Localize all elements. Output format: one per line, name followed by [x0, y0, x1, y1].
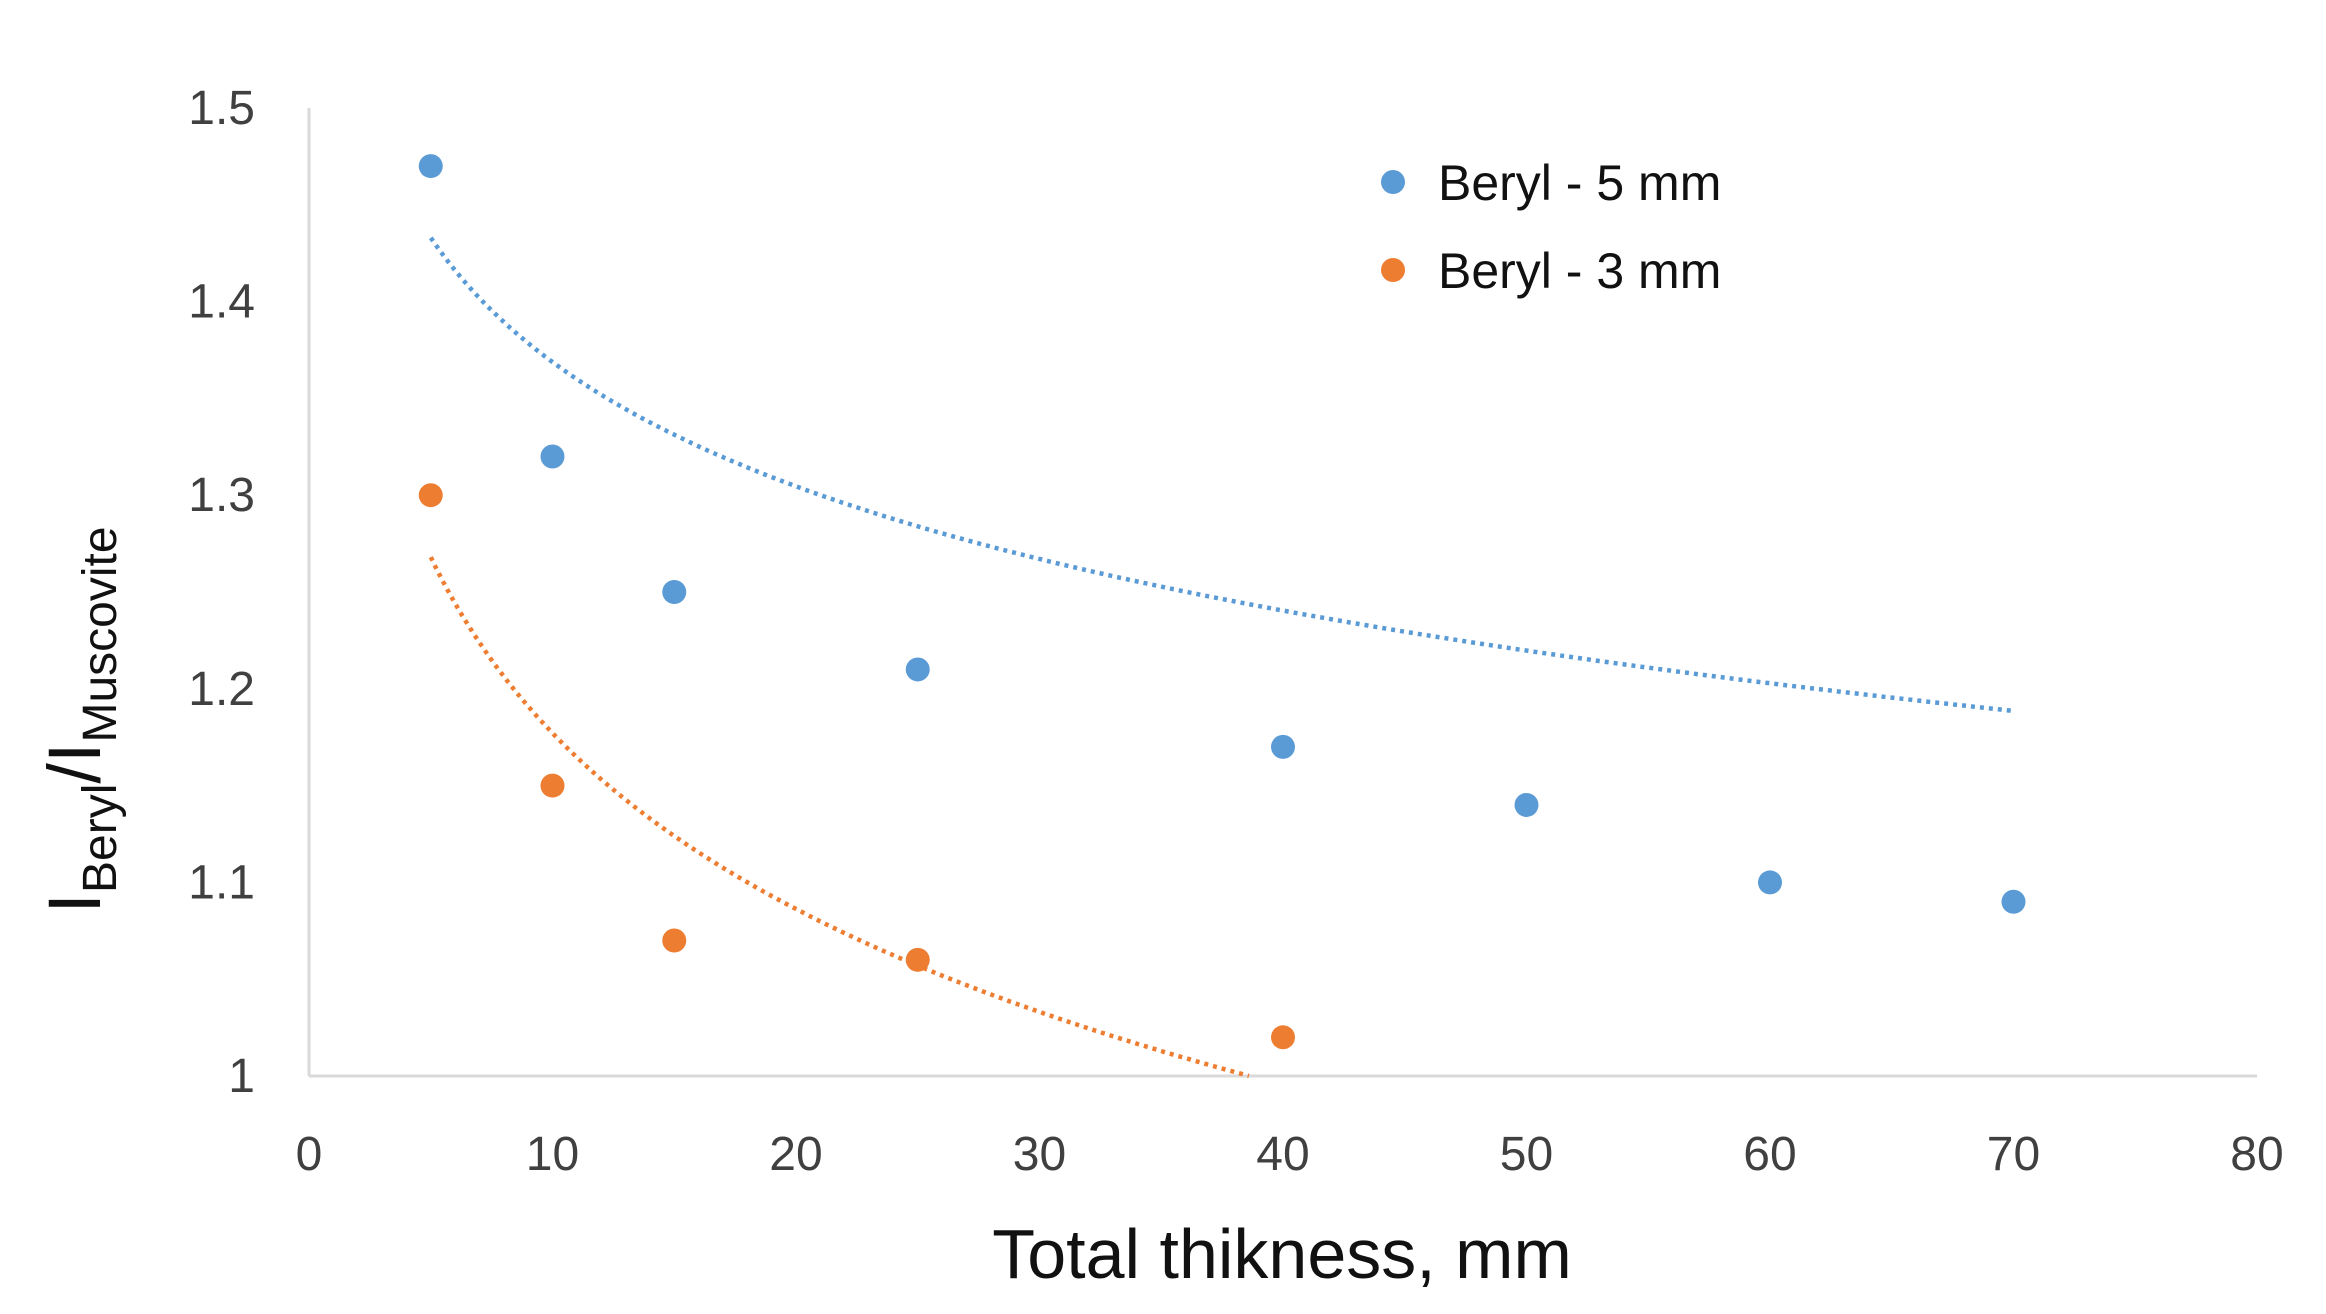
- x-tick-label: 60: [1743, 1128, 1796, 1181]
- x-tick-label: 10: [526, 1128, 579, 1181]
- data-point-series-1: [2001, 889, 2026, 914]
- plot-area: 0 10 20 30 40 50 60 70 80 1 1.1 1.2 1.3 1.4 1.5: [188, 82, 2283, 1181]
- x-tick-label: 0: [296, 1128, 323, 1181]
- y-tick-labels: 1 1.1 1.2 1.3 1.4 1.5: [188, 82, 255, 1103]
- legend: Beryl - 5 mm Beryl - 3 mm: [1381, 155, 1721, 299]
- data-point-series-1: [418, 154, 443, 179]
- y-axis-title-sub2: Muscovite: [74, 526, 127, 742]
- data-points: [418, 154, 2026, 1050]
- data-point-series-1: [1758, 870, 1782, 895]
- data-point-series-2: [905, 947, 930, 972]
- x-tick-label: 20: [769, 1128, 822, 1181]
- y-tick-label: 1: [228, 1050, 255, 1103]
- y-axis-title: IBeryl/IMuscovite: [33, 526, 127, 913]
- y-tick-label: 1.4: [188, 276, 255, 329]
- x-tick-label: 50: [1500, 1128, 1553, 1181]
- trendline-series-2: [428, 556, 1250, 1079]
- data-point-series-2: [540, 773, 565, 798]
- x-tick-label: 30: [1013, 1128, 1066, 1181]
- x-tick-labels: 0 10 20 30 40 50 60 70 80: [296, 1128, 2284, 1181]
- y-axis-title-sub1: Beryl: [74, 784, 127, 893]
- y-tick-label: 1.2: [188, 663, 255, 716]
- data-point-series-2: [662, 928, 687, 953]
- y-axis-title-slash: /I: [33, 743, 116, 784]
- data-point-series-1: [540, 444, 565, 469]
- legend-label-series-2: Beryl - 3 mm: [1438, 243, 1721, 299]
- y-axis-title-main: I: [33, 893, 116, 914]
- x-tick-label: 70: [1987, 1128, 2040, 1181]
- legend-label-series-1: Beryl - 5 mm: [1438, 155, 1721, 211]
- trendlines: [428, 236, 2014, 1079]
- y-tick-label: 1.3: [188, 469, 255, 522]
- y-tick-label: 1.5: [188, 82, 255, 135]
- data-point-series-1: [1271, 734, 1295, 759]
- data-point-series-2: [418, 483, 443, 508]
- x-tick-label: 40: [1256, 1128, 1309, 1181]
- legend-marker-series-1: [1381, 170, 1405, 194]
- x-tick-label: 80: [2230, 1128, 2283, 1181]
- x-axis-title: Total thikness, mm: [992, 1215, 1572, 1293]
- data-point-series-2: [1271, 1025, 1295, 1050]
- data-point-series-1: [905, 657, 930, 682]
- data-point-series-1: [1514, 792, 1539, 817]
- data-point-series-1: [662, 580, 687, 604]
- legend-marker-series-2: [1381, 258, 1405, 282]
- y-tick-label: 1.1: [188, 856, 255, 909]
- trendline-series-1: [428, 236, 2014, 714]
